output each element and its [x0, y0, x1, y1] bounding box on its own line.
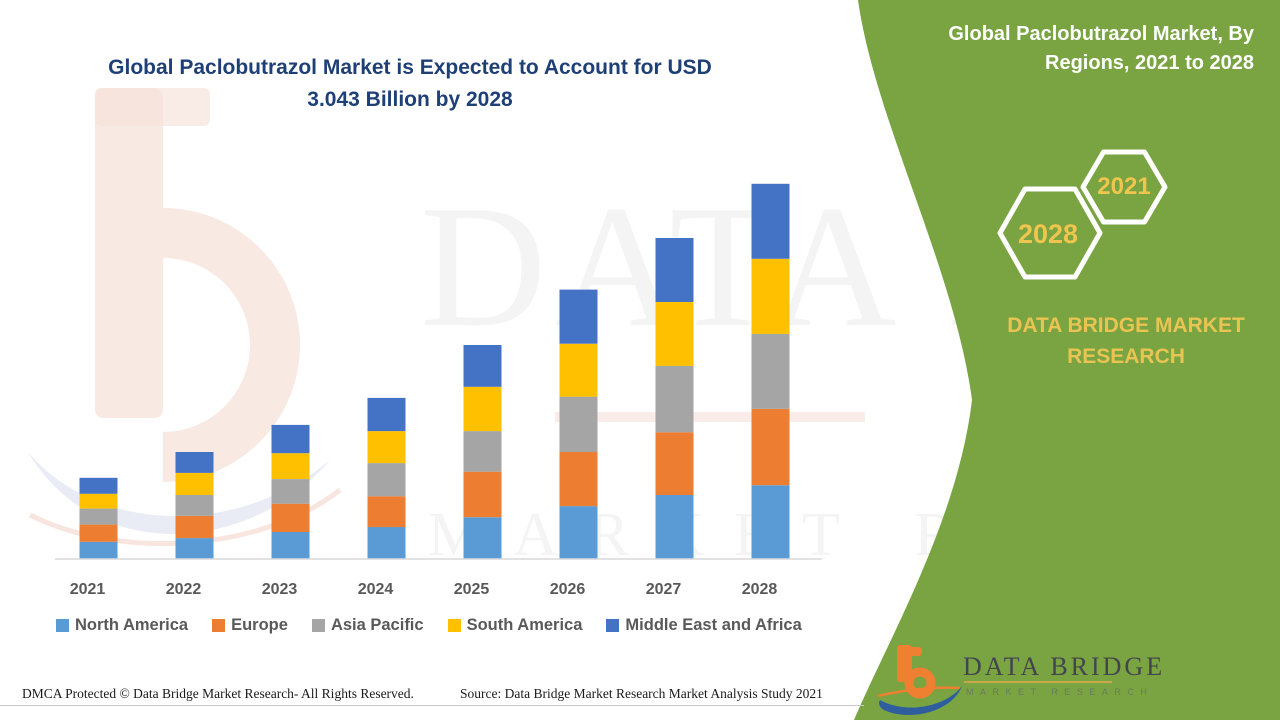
footer-dmca-text: DMCA Protected © Data Bridge Market Rese…	[22, 686, 414, 701]
bar-segment-2021-europe	[79, 524, 118, 542]
x-axis-label-2021: 2021	[70, 581, 106, 598]
bar-segment-2027-asia-pacific	[655, 365, 694, 433]
bar-segment-2021-north-america	[79, 541, 118, 559]
legend-swatch-icon	[56, 619, 69, 632]
bar-segment-2022-north-america	[175, 538, 214, 559]
bar-segment-2023-asia-pacific	[271, 479, 310, 504]
stacked-bars	[79, 183, 790, 559]
bar-segment-2025-europe	[463, 471, 502, 518]
side-panel-brand-text: DATA BRIDGE MARKET RESEARCH	[1007, 314, 1245, 368]
logo-underline	[964, 681, 1112, 683]
x-axis-label-2026: 2026	[550, 581, 586, 598]
chart-title-line1: Global Paclobutrazol Market is Expected …	[108, 56, 712, 79]
side-panel-title: Global Paclobutrazol Market, By Regions,…	[918, 20, 1254, 78]
legend-swatch-icon	[212, 619, 226, 632]
bar-segment-2021-asia-pacific	[79, 508, 118, 525]
bar-segment-2028-middle-east-and-africa	[751, 183, 790, 259]
hexagon-2021	[1080, 149, 1168, 225]
bar-segment-2023-europe	[271, 503, 310, 532]
legend-item-south-america: South America	[447, 616, 583, 635]
hexagon-2028	[997, 186, 1103, 280]
bar-segment-2026-south-america	[559, 343, 598, 397]
logo-swoosh	[879, 686, 962, 716]
bar-segment-2025-asia-pacific	[463, 431, 502, 472]
legend-swatch-icon	[311, 619, 325, 632]
x-axis-label-2025: 2025	[454, 581, 490, 598]
bar-segment-2026-asia-pacific	[559, 396, 598, 452]
legend-swatch-icon	[606, 619, 620, 632]
legend-item-asia-pacific: Asia Pacific	[311, 616, 424, 635]
legend-label: North America	[75, 616, 189, 634]
logo-name-text: DATA BRIDGE	[963, 652, 1165, 681]
footer-source-text: Source: Data Bridge Market Research Mark…	[460, 686, 823, 701]
bar-segment-2025-middle-east-and-africa	[463, 345, 502, 387]
green-side-panel	[854, 0, 1280, 720]
bar-segment-2024-south-america	[367, 431, 406, 464]
bar-segment-2023-south-america	[271, 453, 310, 479]
bar-segment-2021-south-america	[79, 493, 118, 509]
bar-segment-2023-north-america	[271, 531, 310, 559]
bar-segment-2021-middle-east-and-africa	[79, 477, 118, 494]
hexagon-label-2028: 2028	[1017, 219, 1079, 249]
x-axis-label-2027: 2027	[646, 581, 682, 598]
bar-segment-2022-asia-pacific	[175, 495, 214, 516]
bar-segment-2026-middle-east-and-africa	[559, 289, 598, 344]
bar-segment-2022-south-america	[175, 472, 214, 495]
side-panel-title-line2: Regions, 2021 to 2028	[1045, 52, 1254, 74]
hexagon-label-2021: 2021	[1097, 173, 1151, 200]
legend-item-europe: Europe	[212, 616, 288, 635]
bar-segment-2028-south-america	[751, 258, 790, 334]
x-axis-label-2022: 2022	[166, 581, 202, 598]
bar-segment-2027-europe	[655, 432, 694, 495]
legend-label: Middle East and Africa	[625, 616, 802, 634]
logo-tagline-text: MARKET RESEARCH	[966, 687, 1153, 697]
x-axis-label-2028: 2028	[742, 581, 778, 598]
legend-item-middle-east-and-africa: Middle East and Africa	[606, 616, 802, 635]
bar-segment-2028-asia-pacific	[751, 333, 790, 409]
bar-segment-2022-europe	[175, 516, 214, 539]
chart-legend: North America Europe Asia Pacific South Ame…	[56, 616, 802, 635]
bar-segment-2025-south-america	[463, 386, 502, 432]
bar-segment-2022-middle-east-and-africa	[175, 452, 214, 473]
hexagon-badges	[997, 149, 1168, 280]
bar-segment-2026-north-america	[559, 506, 598, 559]
bar-segment-2027-south-america	[655, 301, 694, 366]
bar-segment-2027-north-america	[655, 495, 694, 559]
footer-divider-line	[0, 705, 864, 706]
legend-label: South America	[466, 616, 583, 634]
bar-segment-2024-middle-east-and-africa	[367, 397, 406, 432]
bar-segment-2024-north-america	[367, 527, 406, 559]
x-axis-label-2023: 2023	[262, 581, 298, 598]
bar-segment-2023-middle-east-and-africa	[271, 424, 310, 454]
x-axis-labels: 2021 2022 2023 2024 2025 2026 2027 2028	[70, 581, 778, 598]
side-panel-title-line1: Global Paclobutrazol Market, By	[948, 23, 1254, 45]
chart-title: Global Paclobutrazol Market is Expected …	[60, 52, 760, 116]
legend-label: Asia Pacific	[330, 616, 424, 634]
bar-segment-2026-europe	[559, 452, 598, 507]
chart-title-line2: 3.043 Billion by 2028	[307, 88, 513, 111]
bar-segment-2027-middle-east-and-africa	[655, 238, 694, 302]
legend-swatch-icon	[447, 619, 461, 632]
x-axis-label-2024: 2024	[358, 581, 394, 598]
bar-segment-2025-north-america	[463, 517, 502, 559]
bar-segment-2024-asia-pacific	[367, 463, 406, 497]
bar-segment-2028-north-america	[751, 485, 790, 559]
databridge-logo: DATA BRIDGE MARKET RESEARCH	[877, 645, 1165, 716]
legend-label: Europe	[231, 616, 288, 634]
legend-item-north-america: North America	[56, 616, 188, 635]
bar-segment-2028-europe	[751, 408, 790, 486]
bar-segment-2024-europe	[367, 496, 406, 528]
